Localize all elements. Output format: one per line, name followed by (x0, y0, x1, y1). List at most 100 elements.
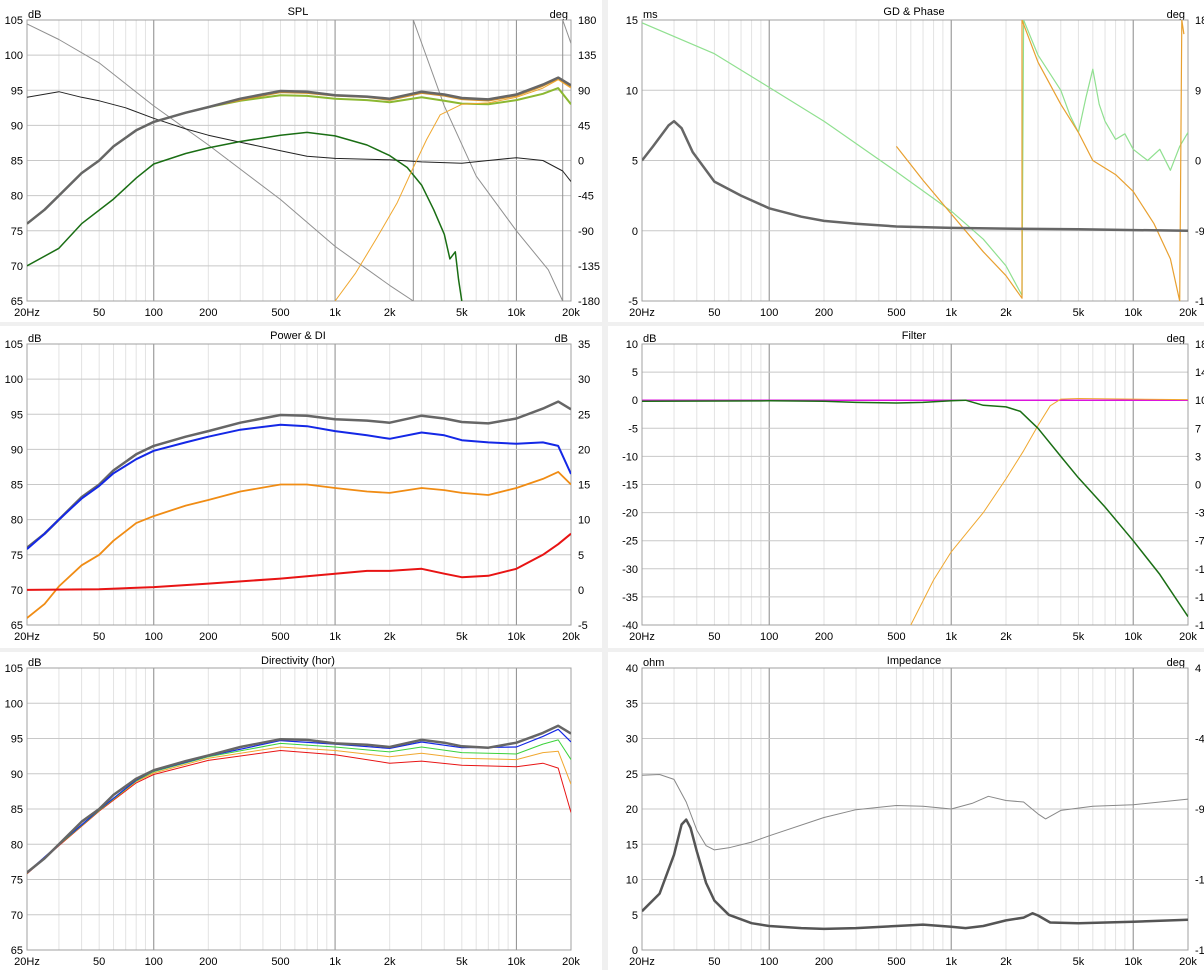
y2-tick-label: 25 (578, 409, 590, 421)
y2-tick-label: -14 (1195, 592, 1204, 604)
y-tick-label: 80 (11, 191, 23, 203)
series-line-0 (27, 400, 571, 549)
y-tick-label: -5 (628, 423, 638, 435)
plot-frame (641, 343, 1189, 626)
y-tick-label: 10 (626, 339, 638, 351)
y-tick-label: -30 (622, 564, 638, 576)
x-tick-label: 200 (199, 307, 217, 319)
x-tick-label: 1k (329, 307, 341, 319)
y2-tick-label: 10 (578, 515, 590, 527)
y-tick-label: 65 (11, 296, 23, 308)
x-tick-label: 5k (1073, 956, 1085, 968)
series-line-1 (27, 423, 571, 550)
y-tick-label: 0 (632, 395, 638, 407)
y-tick-label: 85 (11, 156, 23, 168)
x-tick-label: 50 (93, 956, 105, 968)
x-tick-label: 1k (945, 307, 957, 319)
y-tick-label: 65 (11, 620, 23, 632)
x-tick-label: 200 (815, 956, 833, 968)
x-tick-label: 2k (384, 307, 396, 319)
y-tick-label: -25 (622, 536, 638, 548)
y-tick-label: 0 (632, 226, 638, 238)
y-tick-label: 105 (5, 15, 23, 27)
series-line-5 (27, 131, 463, 301)
y2-tick-label: -9 (1195, 226, 1204, 238)
y-tick-label: 5 (632, 156, 638, 168)
x-tick-label: 200 (815, 631, 833, 643)
x-tick-label: 2k (1000, 956, 1012, 968)
y2-tick-label: 20 (578, 444, 590, 456)
y-tick-label: 30 (626, 734, 638, 746)
y-tick-label: 40 (626, 663, 638, 675)
x-tick-label: 1k (945, 631, 957, 643)
x-tick-label: 1k (329, 956, 341, 968)
y-tick-label: 15 (626, 839, 638, 851)
x-tick-label: 20Hz (629, 956, 655, 968)
y-tick-label: 15 (626, 15, 638, 27)
x-tick-label: 200 (199, 631, 217, 643)
y-tick-label: 70 (11, 261, 23, 273)
series-line-0 (642, 20, 1188, 296)
directivity-left-unit: dB (28, 657, 41, 669)
y2-tick-label: -5 (578, 620, 588, 632)
filter-left-unit: dB (643, 333, 656, 345)
impedance-title: Impedance (887, 655, 941, 667)
x-tick-label: 10k (508, 307, 526, 319)
y2-tick-label: 180 (578, 15, 596, 27)
x-tick-label: 100 (145, 631, 163, 643)
x-tick-label: 100 (145, 307, 163, 319)
x-tick-label: 2k (384, 956, 396, 968)
y2-tick-label: -3 (1195, 508, 1204, 520)
x-tick-label: 100 (145, 956, 163, 968)
power-di-panel (0, 326, 602, 648)
y-tick-label: 100 (5, 50, 23, 62)
y-tick-label: 10 (626, 85, 638, 97)
y-tick-label: -10 (622, 451, 638, 463)
x-tick-label: 5k (456, 631, 468, 643)
x-tick-label: 1k (945, 956, 957, 968)
y-tick-label: 75 (11, 550, 23, 562)
y2-tick-label: -18 (1195, 620, 1204, 632)
x-tick-label: 500 (887, 631, 905, 643)
plot-frame (26, 667, 572, 951)
filter-right-unit: deg (1167, 333, 1185, 345)
filter-title: Filter (902, 330, 927, 342)
gd-phase-plot: 20Hz501002005001k2k5k10k20k151050-51890-… (626, 15, 1204, 319)
x-tick-label: 10k (508, 956, 526, 968)
x-tick-label: 500 (887, 956, 905, 968)
x-tick-label: 200 (815, 307, 833, 319)
y2-tick-label: 18 (1195, 339, 1204, 351)
y-tick-label: 65 (11, 945, 23, 957)
y2-tick-label: 0 (1195, 156, 1201, 168)
x-tick-label: 20Hz (629, 307, 655, 319)
y2-tick-label: -9 (1195, 804, 1204, 816)
y-tick-label: -20 (622, 508, 638, 520)
plot-frame (26, 19, 572, 302)
y-tick-label: -35 (622, 592, 638, 604)
y2-tick-label: 35 (578, 339, 590, 351)
series-line-0 (642, 774, 1188, 851)
x-tick-label: 100 (760, 307, 778, 319)
y2-tick-label: 10 (1195, 395, 1204, 407)
power-di-plot: 20Hz 50 100 200 500 1k 2k 5k 10k 20k1051009590858… (5, 339, 591, 643)
y2-tick-label: 90 (578, 85, 590, 97)
directivity-plot: 20Hz 50 100 200 500 1k 2k 5k 10k 20k 105 100 95 90 85 8… (5, 663, 581, 968)
y-tick-label: 95 (11, 85, 23, 97)
directivity-panel (0, 652, 602, 970)
x-tick-label: 1k (329, 631, 341, 643)
x-tick-label: 50 (708, 631, 720, 643)
x-tick-label: 100 (760, 631, 778, 643)
y-tick-label: 95 (11, 734, 23, 746)
x-tick-label: 50 (93, 631, 105, 643)
x-tick-label: 20k (1179, 631, 1197, 643)
series-line-1 (642, 818, 1188, 931)
y-tick-label: 85 (11, 804, 23, 816)
y-tick-label: 35 (626, 698, 638, 710)
x-tick-label: 50 (708, 956, 720, 968)
spl-right-unit: deg (550, 9, 568, 21)
series-line-0 (27, 20, 571, 301)
x-tick-label: 20Hz (14, 307, 40, 319)
x-tick-label: 20k (562, 956, 580, 968)
y2-tick-label: 0 (1195, 480, 1201, 492)
x-tick-label: 5k (456, 956, 468, 968)
